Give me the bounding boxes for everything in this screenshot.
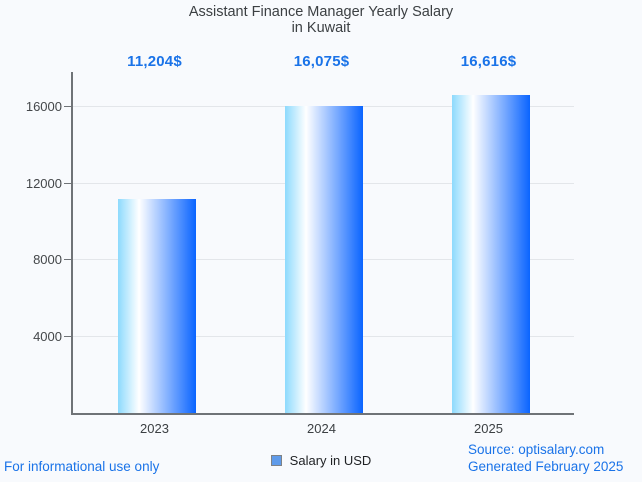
y-axis-label: 8000 — [33, 252, 62, 268]
y-axis-label: 12000 — [25, 175, 62, 191]
chart-title-line1: Assistant Finance Manager Yearly Salary — [188, 4, 454, 20]
y-axis-tick-mark — [64, 259, 71, 261]
footer-source-block: Source: optisalary.com Generated Februar… — [468, 441, 623, 475]
x-axis-label-2024: 2024 — [307, 421, 336, 436]
chart-title: Assistant Finance Manager Yearly Salary … — [0, 4, 642, 36]
bar-value-label-2025: 16,616$ — [460, 53, 517, 70]
generated-date: Generated February 2025 — [468, 459, 624, 474]
bar-value-label-2023: 11,204$ — [127, 53, 182, 70]
bar-2023[interactable] — [117, 198, 196, 413]
legend: Salary in USD — [0, 453, 642, 468]
chart-title-line2: in Kuwait — [291, 20, 351, 36]
source-link[interactable]: Source: optisalary.com — [468, 442, 605, 457]
plot-area — [71, 72, 574, 415]
bar-value-label-2024: 16,075$ — [293, 53, 350, 70]
legend-swatch-icon — [270, 455, 282, 466]
x-axis-label-2023: 2023 — [140, 421, 169, 436]
x-axis-label-2025: 2025 — [474, 421, 503, 436]
y-axis-label: 16000 — [25, 99, 62, 115]
bar-2024[interactable] — [284, 105, 363, 413]
y-axis-tick-mark — [64, 182, 71, 184]
y-axis-tick-mark — [64, 106, 71, 108]
y-axis-label: 4000 — [33, 328, 62, 344]
legend-label: Salary in USD — [289, 453, 372, 468]
y-axis-tick-mark — [64, 335, 71, 337]
bar-2025[interactable] — [451, 95, 530, 413]
footer-disclaimer: For informational use only — [4, 459, 160, 474]
